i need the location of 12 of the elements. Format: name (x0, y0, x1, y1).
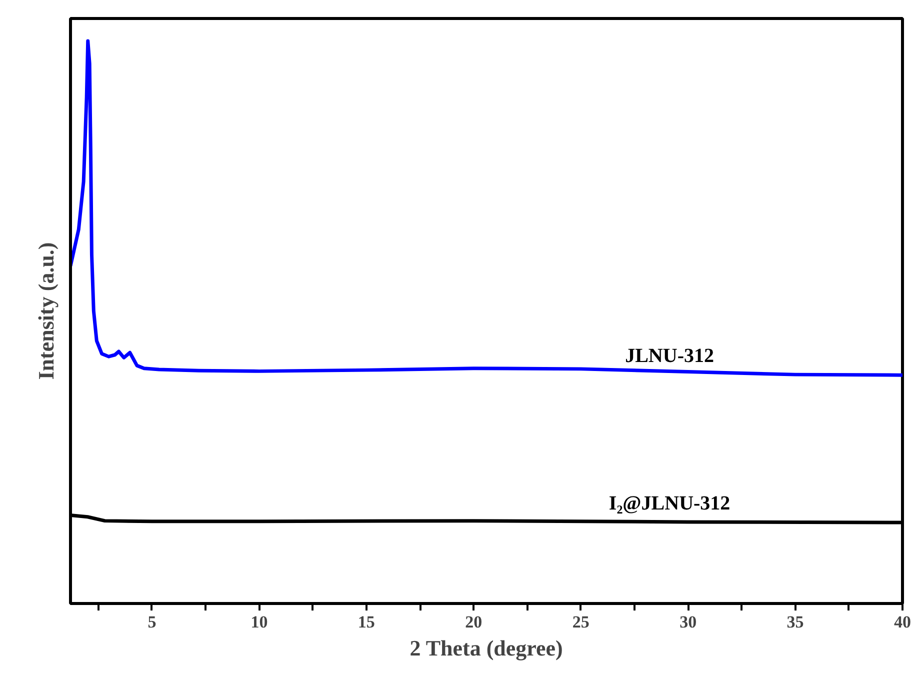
x-axis-title: 2 Theta (degree) (410, 636, 563, 660)
x-tick-label: 25 (572, 612, 590, 632)
x-tick-label: 35 (786, 612, 804, 632)
x-tick-label: 15 (358, 612, 375, 632)
x-tick-label: 20 (465, 612, 482, 632)
series-label: JLNU-312 (625, 345, 714, 368)
y-axis-title: Intensity (a.u.) (34, 242, 58, 380)
x-tick-label: 30 (680, 612, 697, 632)
x-tick-label: 10 (250, 612, 268, 632)
x-tick-label: 5 (148, 612, 156, 632)
series-label: I₂@JLNU-312 (608, 492, 730, 514)
x-tick-label: 40 (894, 612, 911, 632)
